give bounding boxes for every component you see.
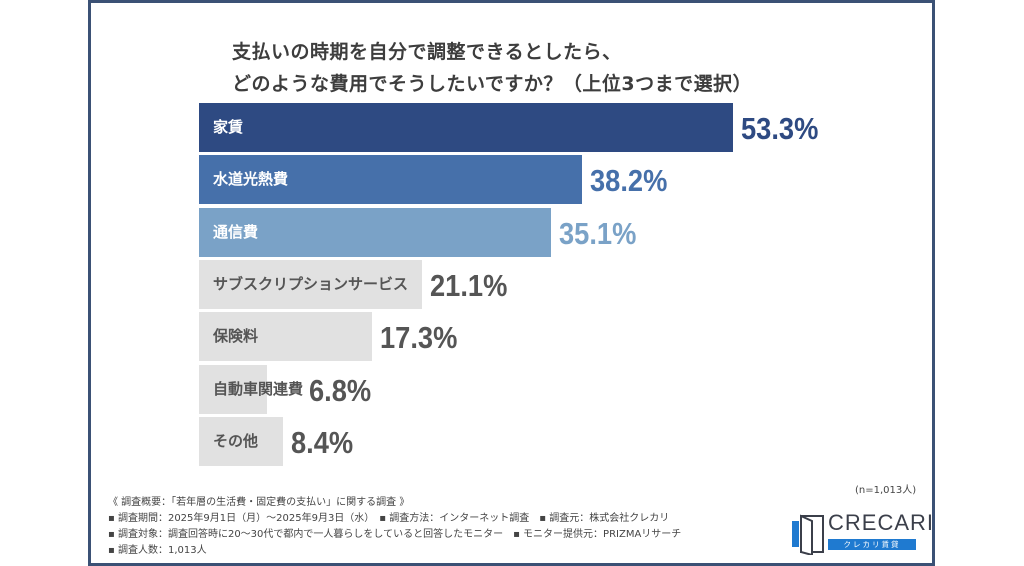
footnote-line: ▪ 調査人数：1,013人 [108,545,207,556]
bar-6 [199,364,268,414]
crecari-logo: CRECARI クレカリ賃貸 [792,510,933,555]
logo-wordmark: CRECARI [828,510,935,535]
chart-title: 支払いの時期を自分で調整できるとしたら、 どのような費用でそうしたいですか？（上… [232,36,752,100]
bar-1 [199,103,734,152]
bar-2 [199,155,582,205]
bar-3 [199,207,551,257]
bar-value-label: 8.4% [291,424,354,460]
bar-value-label: 53.3% [741,111,819,146]
logo-subtitle: クレカリ賃貸 [828,539,916,550]
footnote-line: ▪ 調査対象：調査回答時に20～30代で都内で一人暮らしをしていると回答したモニ… [108,529,682,540]
door-logo-icon [792,514,824,555]
bar-category-label: 保険料 [213,327,259,346]
bar-category-label: 自動車関連費 [213,379,304,398]
footnote-line: ▪ 調査期間：2025年9月1日（月）～2025年9月3日（水） ▪ 調査方法：… [108,513,670,524]
bar-value-label: 6.8% [309,372,372,408]
sample-size-note: (n=1,013人) [855,485,917,496]
survey-footnotes: 《 調査概要：「若年層の生活費・固定費の支払い」に関する調査 》 ▪ 調査期間：… [108,495,681,559]
bar-category-label: サブスクリプションサービス [213,274,409,293]
bar-category-label: 通信費 [213,222,259,241]
bar-category-label: 水道光熱費 [213,170,289,189]
chart-title-line-2: どのような費用でそうしたいですか？（上位3つまで選択） [232,73,753,95]
footnote-line: 《 調査概要：「若年層の生活費・固定費の支払い」に関する調査 》 [108,497,410,508]
chart-title-line-1: 支払いの時期を自分で調整できるとしたら、 [232,41,622,63]
bar-category-label: 家賃 [213,118,244,136]
bar-4 [199,259,423,309]
bar-value-label: 38.2% [589,163,668,199]
bar-value-label: 17.3% [380,320,458,356]
bar-5 [199,312,373,362]
bar-value-label: 21.1% [430,267,508,303]
bar-value-label: 35.1% [558,215,637,251]
bar-7 [199,416,284,466]
bar-category-label: その他 [213,431,259,450]
